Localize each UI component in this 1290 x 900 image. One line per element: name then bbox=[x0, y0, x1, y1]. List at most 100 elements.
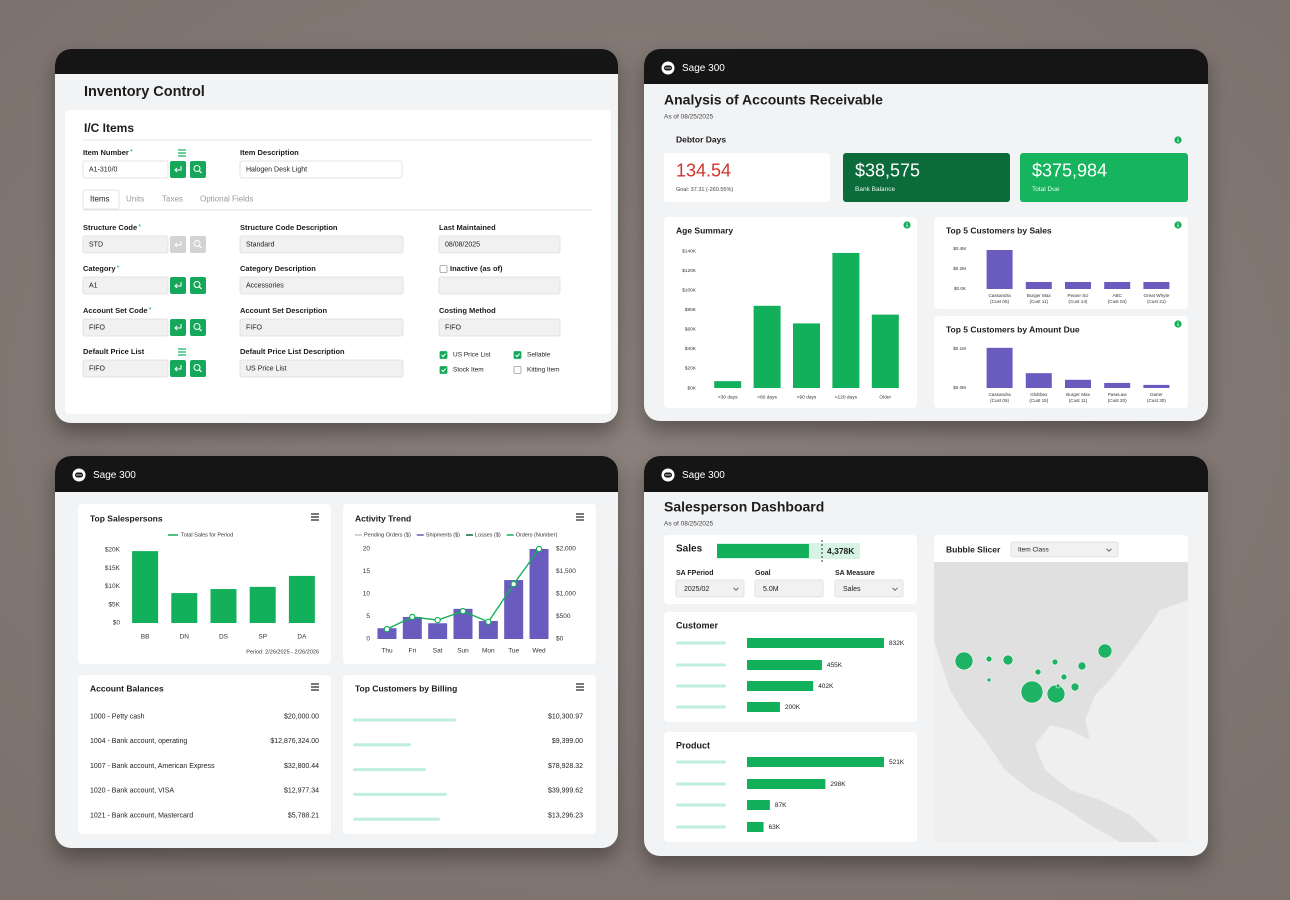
x-tick-label: <90 days bbox=[797, 394, 817, 400]
checkbox[interactable] bbox=[439, 351, 448, 359]
x-tick-label: <60 days bbox=[757, 394, 777, 400]
input-value: FIFO bbox=[89, 365, 105, 372]
checkbox[interactable] bbox=[513, 351, 522, 359]
map-bubble[interactable] bbox=[1077, 661, 1087, 671]
account-name: 1004 - Bank account, operating bbox=[90, 738, 187, 745]
map-bubble[interactable] bbox=[1034, 668, 1042, 676]
enter-icon bbox=[174, 166, 182, 173]
y2-tick-label: $500 bbox=[556, 613, 571, 620]
tab-active[interactable] bbox=[82, 189, 120, 210]
tab[interactable]: Items bbox=[90, 195, 110, 204]
y-tick-label: $15K bbox=[105, 565, 121, 572]
filter-value: Sales bbox=[843, 586, 861, 593]
logo-dot bbox=[76, 474, 78, 476]
lookup-button[interactable] bbox=[190, 236, 206, 253]
field-label: Costing Method bbox=[439, 306, 496, 315]
tab[interactable]: Optional Fields bbox=[200, 195, 253, 204]
x-tick-label: Burger Max bbox=[1066, 392, 1090, 397]
input[interactable] bbox=[82, 276, 169, 295]
y-tick-label: 0 bbox=[366, 636, 370, 643]
y2-tick-label: $1,000 bbox=[556, 591, 576, 598]
input[interactable] bbox=[239, 276, 404, 295]
y-tick-label: 5 bbox=[366, 613, 370, 620]
filter-input[interactable] bbox=[834, 579, 904, 598]
y-tick-label: $5K bbox=[108, 601, 120, 608]
enter-icon bbox=[174, 324, 182, 331]
input[interactable] bbox=[82, 359, 169, 378]
x-tick-label: Fri bbox=[409, 648, 417, 655]
checkbox[interactable] bbox=[513, 366, 522, 374]
map-bubble[interactable] bbox=[1070, 682, 1080, 692]
y-tick-label: $0K bbox=[687, 385, 696, 391]
filter-label: Goal bbox=[755, 570, 771, 577]
kpi-value: 134.54 bbox=[676, 160, 731, 180]
bar bbox=[747, 638, 884, 648]
kpi-value: $38,575 bbox=[855, 160, 920, 180]
x-tick-label: Sat bbox=[433, 648, 443, 655]
x-tick-label: BB bbox=[141, 634, 150, 641]
input[interactable] bbox=[438, 276, 561, 295]
panel-header bbox=[644, 456, 1208, 492]
bar bbox=[1025, 373, 1052, 388]
x-tick-label: DS bbox=[219, 634, 229, 641]
map-bubble[interactable] bbox=[1051, 658, 1059, 666]
map-bubble[interactable] bbox=[1002, 654, 1014, 666]
logo-dot bbox=[667, 67, 669, 69]
panel-header bbox=[55, 456, 618, 492]
input[interactable] bbox=[239, 235, 404, 254]
map-bubble[interactable] bbox=[1060, 673, 1068, 681]
map-bubble[interactable] bbox=[1020, 680, 1044, 704]
filter-input[interactable] bbox=[754, 579, 824, 598]
input[interactable] bbox=[82, 318, 169, 337]
input-value: US Price List bbox=[246, 365, 287, 372]
input[interactable] bbox=[239, 160, 403, 179]
placeholder-label bbox=[676, 663, 726, 667]
map-bubble[interactable] bbox=[985, 655, 993, 663]
chart-title: Top 5 Customers by Sales bbox=[946, 225, 1052, 235]
placeholder-label bbox=[676, 641, 726, 645]
input[interactable] bbox=[82, 235, 169, 254]
input-value: FIFO bbox=[89, 324, 105, 331]
x-tick-label: PaseLaw bbox=[1108, 392, 1128, 397]
input[interactable] bbox=[438, 318, 561, 337]
input[interactable] bbox=[82, 160, 169, 179]
input[interactable] bbox=[438, 235, 561, 254]
y-tick-label: $120K bbox=[682, 268, 697, 274]
placeholder-name bbox=[353, 718, 456, 722]
chevron bbox=[733, 587, 739, 591]
bar bbox=[747, 660, 822, 670]
search-icon bbox=[193, 364, 201, 371]
bar bbox=[529, 549, 549, 639]
map-bubble[interactable] bbox=[1097, 643, 1113, 659]
input[interactable] bbox=[239, 318, 404, 337]
bar bbox=[288, 575, 315, 623]
as-of: As of 08/25/2025 bbox=[664, 521, 714, 528]
lookup-button[interactable] bbox=[190, 360, 206, 377]
map-bubble[interactable] bbox=[1055, 683, 1061, 689]
lookup-button[interactable] bbox=[190, 277, 206, 294]
checkbox[interactable] bbox=[439, 366, 448, 374]
filter-input[interactable] bbox=[675, 579, 745, 598]
info-icon-dot bbox=[1177, 137, 1179, 139]
lookup-button[interactable] bbox=[190, 161, 206, 178]
map-bubble[interactable] bbox=[1046, 684, 1066, 704]
kpi-caption: Goal: 37.31 (-260.55%) bbox=[676, 187, 733, 193]
enter-icon bbox=[174, 365, 182, 372]
input[interactable] bbox=[239, 359, 404, 378]
checkmark bbox=[515, 353, 521, 358]
map-bubble[interactable] bbox=[954, 651, 974, 671]
data-label: 200K bbox=[785, 704, 801, 711]
legend-label: Shipments ($) bbox=[426, 532, 460, 538]
filter-label: SA FPeriod bbox=[676, 570, 713, 577]
tab[interactable]: Taxes bbox=[162, 195, 183, 204]
page-title: Analysis of Accounts Receivable bbox=[664, 92, 883, 108]
y-tick-label: $80K bbox=[685, 307, 697, 313]
logo-dot bbox=[665, 67, 667, 69]
y2-tick-label: $0 bbox=[556, 636, 564, 643]
tab[interactable]: Units bbox=[126, 195, 144, 204]
dropdown[interactable] bbox=[1010, 541, 1119, 558]
map-bubble[interactable] bbox=[986, 677, 992, 683]
lookup-button[interactable] bbox=[190, 319, 206, 336]
kpi-card bbox=[664, 153, 830, 202]
checkbox[interactable] bbox=[439, 265, 448, 273]
